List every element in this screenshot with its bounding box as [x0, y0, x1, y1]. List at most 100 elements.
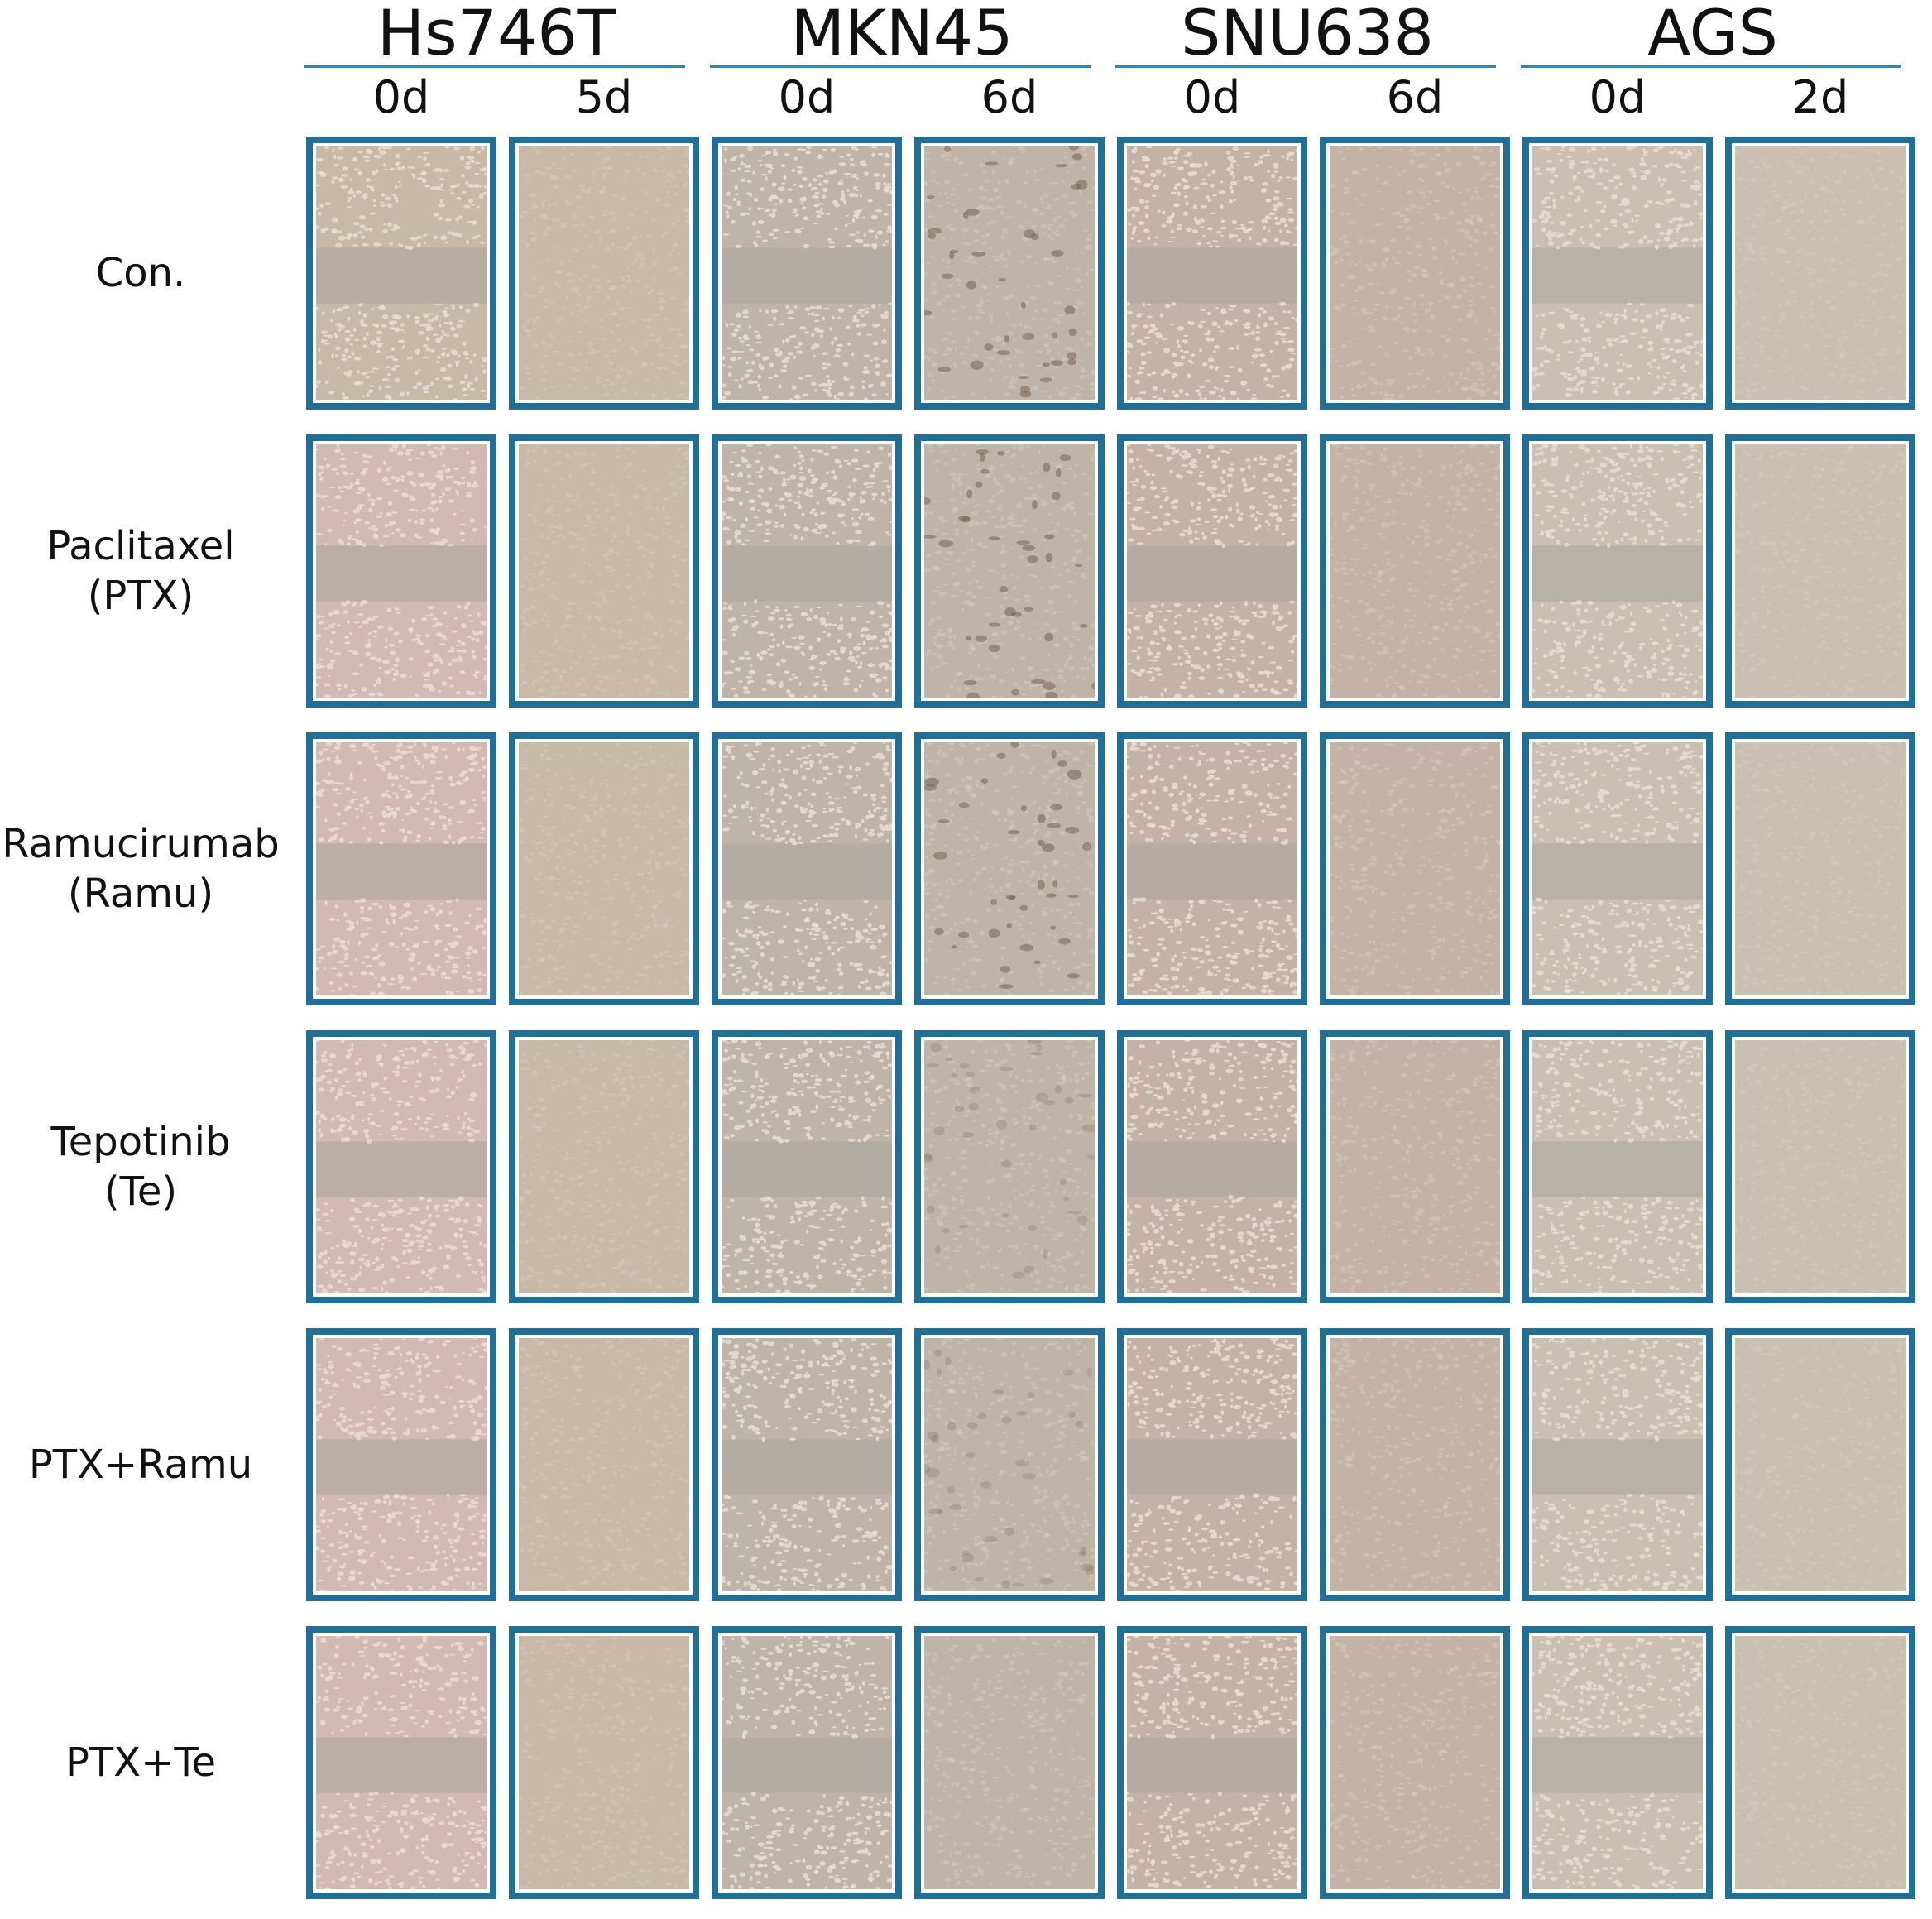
timepoint-label: 6d [1386, 71, 1444, 123]
cell-texture [1735, 1636, 1906, 1889]
microscopy-panel [1117, 1626, 1307, 1899]
microscopy-panel [1320, 732, 1510, 1005]
cell-texture [1532, 1338, 1703, 1591]
cell-texture [316, 1636, 487, 1889]
microscopy-panel [1725, 732, 1915, 1005]
cell-texture [519, 146, 689, 400]
cell-texture [1127, 146, 1297, 400]
microscopy-panel [1522, 1328, 1713, 1601]
cell-texture [1532, 1040, 1703, 1293]
microscopy-image [519, 1636, 689, 1889]
microscopy-image [316, 1636, 487, 1889]
timepoint-label: 0d [372, 71, 430, 123]
timepoint-label: 0d [1183, 71, 1241, 123]
microscopy-image [1735, 1040, 1906, 1293]
cell-texture [924, 1636, 1095, 1888]
microscopy-panel [509, 434, 699, 708]
cell-texture [924, 742, 1095, 995]
microscopy-panel [1320, 137, 1510, 410]
cell-texture [722, 1636, 892, 1889]
microscopy-image [1532, 1040, 1703, 1293]
microscopy-panel [914, 1328, 1105, 1601]
microscopy-panel [509, 732, 699, 1005]
microscopy-panel [1117, 732, 1307, 1005]
microscopy-panel [306, 732, 496, 1005]
cell-line-header: SNU638 [1181, 0, 1434, 70]
cell-texture [316, 1338, 487, 1591]
cell-line-header: AGS [1647, 0, 1778, 70]
cell-texture [316, 1040, 487, 1293]
microscopy-image [1330, 146, 1500, 400]
cell-texture [1127, 444, 1297, 698]
microscopy-panel [1522, 1626, 1713, 1899]
timepoint-label: 6d [980, 71, 1038, 123]
cell-texture [316, 444, 487, 698]
microscopy-panel [914, 137, 1105, 410]
microscopy-image [1735, 742, 1906, 995]
cell-texture [924, 1040, 1095, 1293]
microscopy-image [722, 1636, 892, 1889]
microscopy-image [1330, 742, 1500, 995]
microscopy-image [519, 146, 689, 400]
microscopy-panel [306, 137, 496, 410]
microscopy-image [924, 1338, 1095, 1591]
microscopy-panel [1320, 1626, 1510, 1899]
microscopy-image [924, 1636, 1095, 1889]
microscopy-panel [712, 1328, 902, 1601]
cell-texture [1532, 742, 1703, 995]
microscopy-image [519, 1338, 689, 1591]
microscopy-panel [1522, 732, 1713, 1005]
microscopy-image [924, 146, 1095, 400]
cell-line-underline [710, 65, 1091, 68]
microscopy-image [722, 146, 892, 400]
cell-texture [722, 444, 892, 698]
cell-texture [1735, 742, 1906, 995]
cell-line-header: MKN45 [790, 0, 1014, 70]
microscopy-image [924, 742, 1095, 995]
cell-texture [316, 742, 487, 995]
microscopy-panel [1522, 434, 1713, 708]
cell-texture [519, 1040, 689, 1293]
microscopy-panel [1117, 1328, 1307, 1601]
microscopy-image [722, 444, 892, 698]
microscopy-panel [509, 137, 699, 410]
microscopy-panel [509, 1328, 699, 1601]
microscopy-image [1735, 1636, 1906, 1889]
microscopy-image [519, 1040, 689, 1293]
microscopy-panel [914, 732, 1105, 1005]
microscopy-panel [914, 1030, 1105, 1303]
microscopy-image [722, 742, 892, 995]
microscopy-image [1735, 146, 1906, 400]
microscopy-image [316, 444, 487, 698]
cell-texture [1532, 146, 1703, 400]
cell-texture [1127, 1636, 1297, 1889]
microscopy-image [722, 1040, 892, 1293]
microscopy-panel [914, 1626, 1105, 1899]
microscopy-image [1532, 1636, 1703, 1889]
microscopy-image [1127, 742, 1297, 995]
microscopy-image [1127, 1636, 1297, 1889]
timepoint-label: 5d [575, 71, 633, 123]
microscopy-image [316, 146, 487, 400]
cell-texture [1735, 1338, 1906, 1591]
cell-texture [519, 1338, 689, 1591]
microscopy-image [316, 1338, 487, 1591]
microscopy-panel [1320, 434, 1510, 708]
cell-texture [1330, 444, 1500, 698]
cell-texture [1330, 1040, 1500, 1293]
microscopy-panel [1320, 1030, 1510, 1303]
microscopy-image [1735, 1338, 1906, 1591]
treatment-label-line1: Ramucirumab [2, 821, 280, 867]
treatment-label: Ramucirumab (Ramu) [0, 819, 281, 919]
treatment-label-line1: Con. [95, 250, 186, 296]
microscopy-image [1330, 1040, 1500, 1293]
treatment-label: Tepotinib (Te) [0, 1117, 281, 1216]
microscopy-panel [1320, 1328, 1510, 1601]
cell-texture [519, 1636, 689, 1889]
microscopy-panel [1117, 434, 1307, 708]
cell-texture [1330, 742, 1500, 995]
microscopy-panel [712, 137, 902, 410]
microscopy-image [924, 1040, 1095, 1293]
treatment-label: PTX+Ramu [0, 1440, 281, 1490]
cell-texture [722, 146, 892, 400]
